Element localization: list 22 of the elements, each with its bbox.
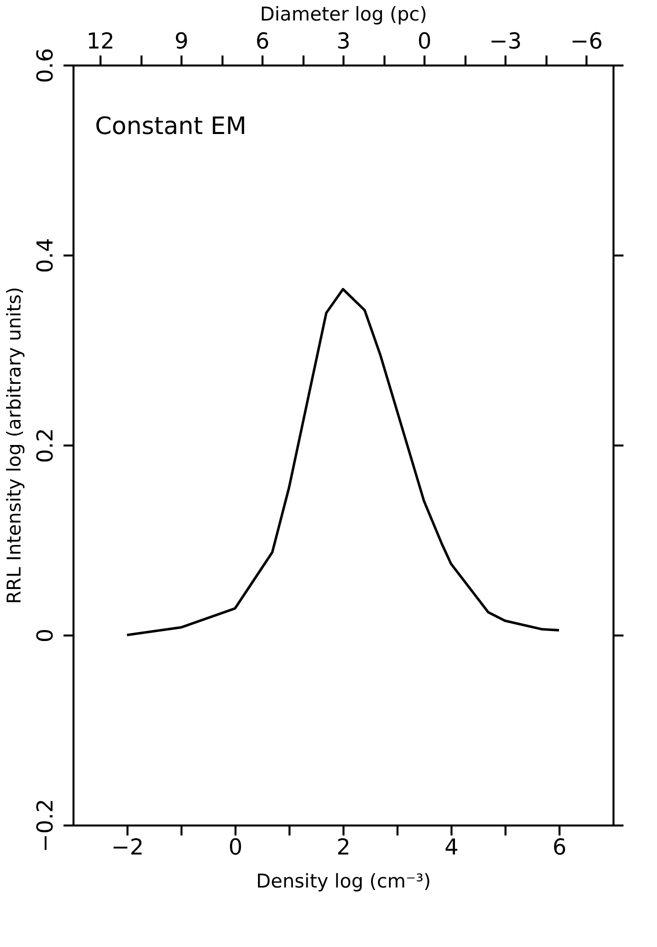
- x2-tick-label: 12: [86, 30, 114, 54]
- x-tick-label: −2: [111, 836, 144, 860]
- x-axis-title: Density log (cm⁻³): [256, 870, 431, 892]
- x-tick-label: 2: [336, 836, 350, 860]
- y-axis-title: RRL Intensity log (arbitrary units): [4, 286, 26, 604]
- line-series: [126, 288, 560, 636]
- x2-tick-label: 6: [256, 30, 270, 54]
- x-tick-label: 4: [444, 836, 458, 860]
- x2-axis-title: Diameter log (pc): [260, 4, 428, 26]
- x2-tick-label: −3: [489, 30, 522, 54]
- x2-tick-label: 9: [174, 30, 188, 54]
- y-tick-label: 0: [34, 628, 58, 642]
- annotation: Constant EM: [95, 112, 246, 140]
- y-tick-label: 0.6: [34, 48, 58, 83]
- y-tick-label: 0.2: [34, 428, 58, 463]
- y-tick-label: 0.4: [34, 238, 58, 273]
- x2-tick-label: 3: [336, 30, 350, 54]
- x-tick-label: 0: [228, 836, 242, 860]
- x2-tick-label: −6: [570, 30, 603, 54]
- y-tick-label: −0.2: [34, 798, 58, 852]
- x-tick-label: 6: [552, 836, 566, 860]
- x2-tick-label: 0: [418, 30, 432, 54]
